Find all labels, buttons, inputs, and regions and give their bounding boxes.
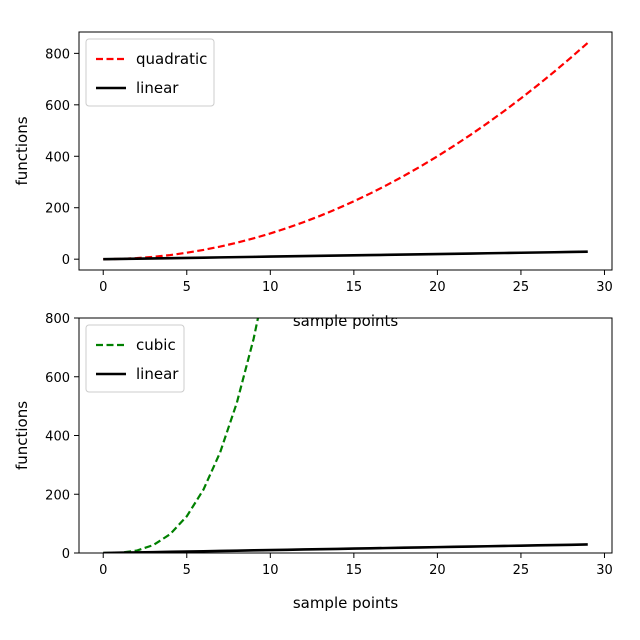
x-tick-label: 10 bbox=[262, 280, 279, 295]
chart-panel-2: 0 5 10 15 20 25 30 0 200 400 600 800 sample points fu… bbox=[13, 312, 613, 612]
y-tick-label: 600 bbox=[45, 371, 70, 386]
x-tick-label: 25 bbox=[513, 563, 530, 578]
y-tick-label: 200 bbox=[45, 488, 70, 503]
y-axis-label: functions bbox=[13, 116, 31, 185]
legend: cubic linear bbox=[85, 324, 185, 393]
y-tick-label: 0 bbox=[62, 253, 70, 268]
x-tick-label: 25 bbox=[513, 280, 530, 295]
axes-frame bbox=[78, 31, 613, 271]
x-tick-label: 30 bbox=[596, 563, 613, 578]
series-line-linear bbox=[103, 543, 588, 553]
y-tick-label: 800 bbox=[45, 312, 70, 327]
x-tick-label: 20 bbox=[429, 563, 446, 578]
y-tick-label: 0 bbox=[62, 547, 70, 562]
legend-label-quadratic: quadratic bbox=[136, 50, 207, 68]
x-tick-label: 15 bbox=[346, 280, 363, 295]
legend-label-linear: linear bbox=[136, 365, 179, 383]
y-tick-label: 400 bbox=[45, 430, 70, 445]
x-tick-label: 0 bbox=[99, 280, 107, 295]
x-tick-label: 30 bbox=[596, 280, 613, 295]
y-tick-label: 200 bbox=[45, 202, 70, 217]
x-tick-label: 5 bbox=[183, 563, 191, 578]
x-tick-label: 15 bbox=[346, 563, 363, 578]
legend-label-cubic: cubic bbox=[136, 336, 176, 354]
legend-label-linear: linear bbox=[136, 79, 179, 97]
y-tick-label: 800 bbox=[45, 47, 70, 62]
y-axis-label: functions bbox=[13, 401, 31, 470]
x-axis-label: sample points bbox=[293, 312, 399, 330]
x-tick-label: 20 bbox=[429, 280, 446, 295]
series-line-linear bbox=[103, 250, 588, 261]
x-tick-label: 5 bbox=[183, 280, 191, 295]
x-axis-label: sample points bbox=[293, 594, 399, 612]
y-tick-label: 400 bbox=[45, 150, 70, 165]
chart-panel-1: 0 5 10 15 20 25 30 0 200 400 600 800 sample points fu… bbox=[13, 31, 613, 330]
x-tick-label: 10 bbox=[262, 563, 279, 578]
y-tick-label: 600 bbox=[45, 99, 70, 114]
legend: quadratic linear bbox=[85, 38, 215, 107]
x-tick-label: 0 bbox=[99, 563, 107, 578]
